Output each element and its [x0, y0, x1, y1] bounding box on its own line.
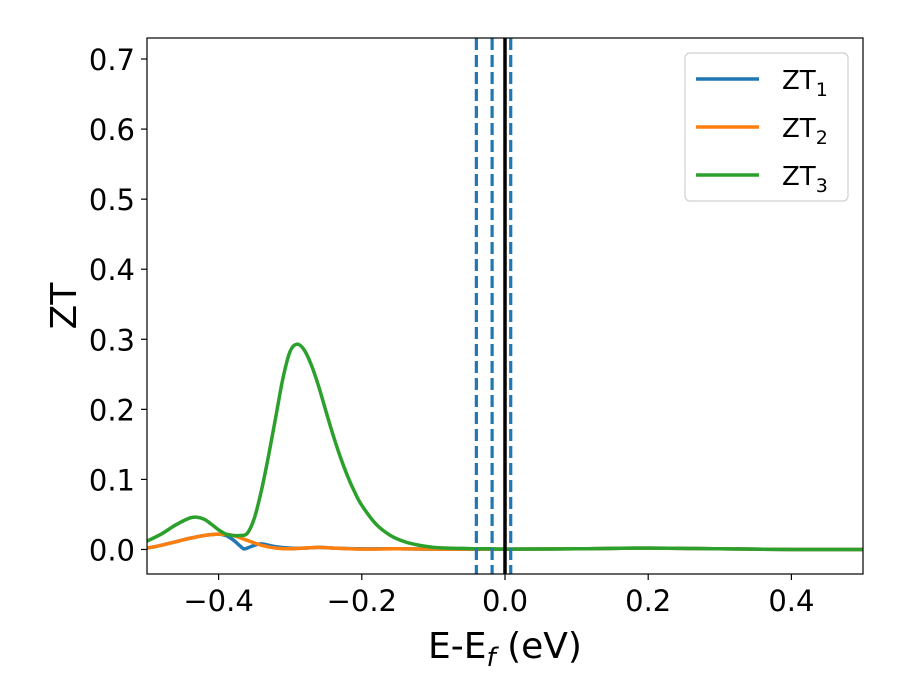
x-tick-label: 0.4 — [768, 584, 814, 618]
y-tick-label: 0.1 — [89, 463, 135, 497]
x-axis-label: E-Ef (eV) — [428, 626, 582, 673]
x-tick-label: 0.0 — [482, 584, 528, 618]
x-axis-ticks: −0.4 −0.2 0.0 0.2 0.4 — [183, 574, 814, 618]
y-tick-label: 0.7 — [89, 43, 135, 77]
series-line-3 — [147, 342, 863, 552]
y-tick-label: 0.0 — [89, 533, 135, 567]
legend-label-1: ZT1 — [782, 66, 828, 101]
y-tick-label: 0.5 — [89, 183, 135, 217]
y-tick-label: 0.6 — [89, 113, 135, 147]
y-axis-label: ZT — [44, 282, 85, 330]
legend-label-3: ZT3 — [782, 162, 828, 197]
x-tick-label: −0.2 — [327, 584, 397, 618]
x-axis-label-main: E-E — [428, 626, 486, 667]
legend: ZT1 ZT2 ZT3 — [684, 52, 849, 202]
x-tick-label: −0.4 — [183, 584, 253, 618]
x-tick-label: 0.2 — [625, 584, 671, 618]
y-tick-label: 0.3 — [89, 323, 135, 357]
fermi-level-lines — [474, 38, 513, 574]
x-axis-label-unit: (eV) — [496, 626, 582, 667]
y-tick-label: 0.2 — [89, 393, 135, 427]
plot-area — [147, 342, 863, 552]
legend-label-2: ZT2 — [782, 114, 828, 149]
legend-box — [684, 52, 849, 202]
y-tick-label: 0.4 — [89, 253, 135, 287]
y-axis-ticks: 0.0 0.1 0.2 0.3 0.4 0.5 0.6 0.7 — [89, 43, 147, 567]
